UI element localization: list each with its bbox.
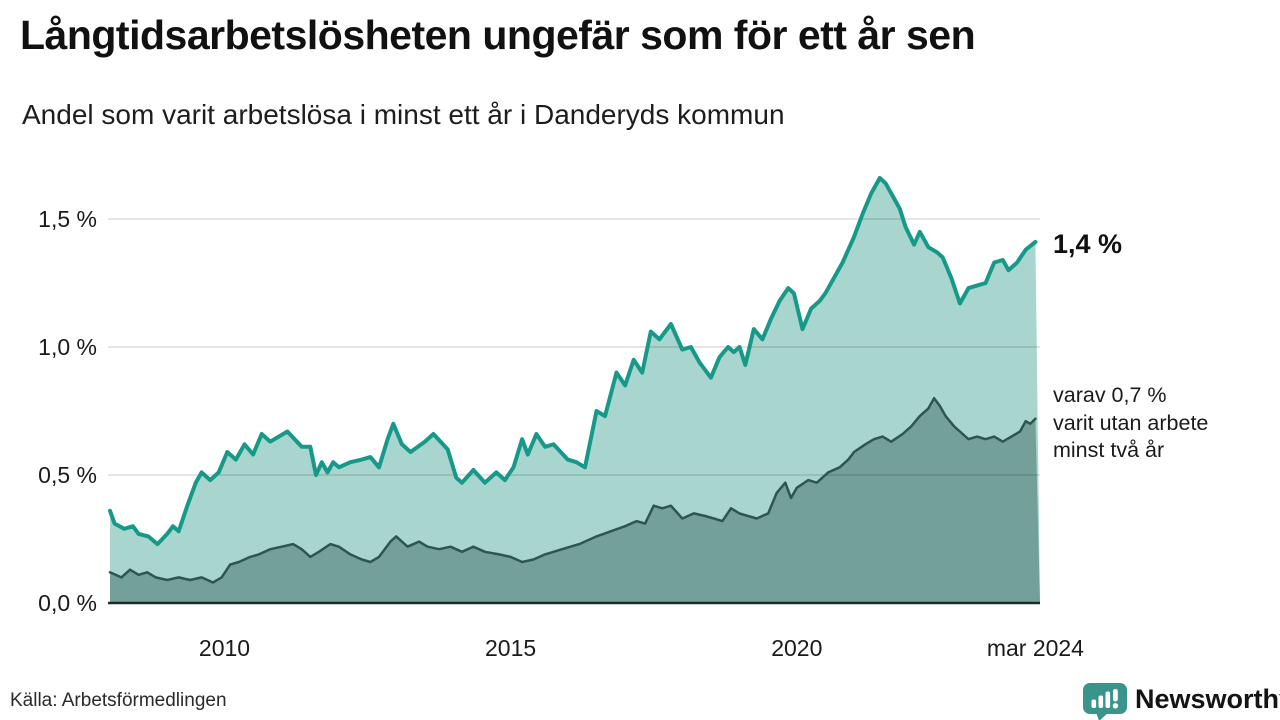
area-fill-two-year: [110, 398, 1040, 603]
y-tick-label: 1,5 %: [38, 206, 97, 232]
newsworthy-logo-icon: [1083, 683, 1127, 720]
x-tick-label: mar 2024: [987, 635, 1084, 661]
page-title: Långtidsarbetslösheten ungefär som för e…: [20, 12, 976, 58]
series-line-two-year: [108, 396, 1037, 584]
y-tick-label: 1,0 %: [38, 334, 97, 360]
newsworthy-logo: Newsworthy: [1083, 683, 1280, 720]
two-year-annotation: varav 0,7 % varit utan arbete minst två …: [1053, 383, 1209, 462]
source-note: Källa: Arbetsförmedlingen: [10, 690, 227, 711]
y-tick-label: 0,0 %: [38, 590, 97, 616]
series-line-one-year: [108, 176, 1038, 547]
x-tick-label: 2020: [771, 635, 822, 661]
latest-value-annotation: 1,4 %: [1053, 229, 1123, 259]
x-tick-label: 2015: [485, 635, 536, 661]
newsworthy-logo-text: Newsworthy: [1135, 684, 1280, 714]
chart-subtitle: Andel som varit arbetslösa i minst ett å…: [22, 99, 785, 130]
x-tick-label: 2010: [199, 635, 250, 661]
y-tick-label: 0,5 %: [38, 462, 97, 488]
